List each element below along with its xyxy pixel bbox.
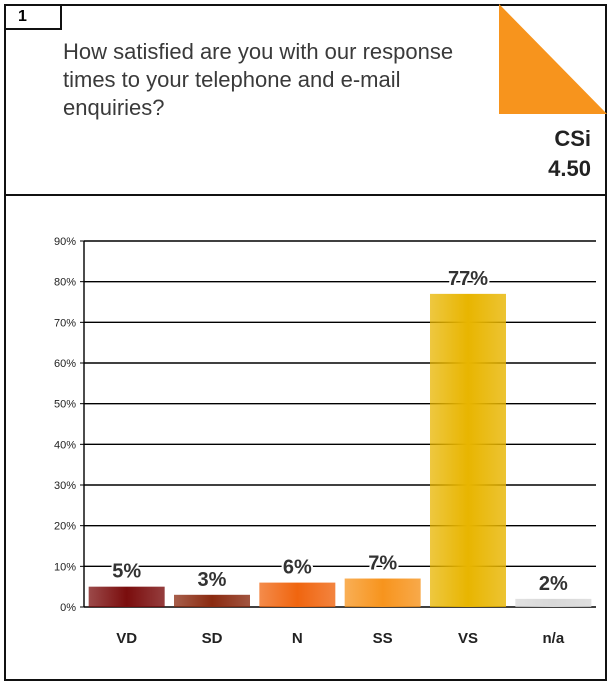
bar-na — [515, 598, 592, 607]
chart-area: 0% 10% 20% 30% 40% 50% 60% 70% 80% 90% 5% VD 3% SD 6% N… — [6, 196, 605, 681]
bars — [88, 293, 592, 607]
data-label: 6% — [283, 557, 312, 579]
y-tick-label: 10% — [54, 561, 76, 573]
y-tick-label: 20% — [54, 521, 76, 533]
x-tick-label: SD — [202, 630, 223, 647]
y-tick-label: 70% — [54, 317, 76, 329]
data-label: 77% — [448, 268, 488, 290]
labels: 0% 10% 20% 30% 40% 50% 60% 70% 80% 90% 5% VD 3% SD 6% N… — [54, 236, 570, 647]
y-tick-label: 0% — [60, 602, 76, 614]
csi-label: CSi — [554, 126, 591, 151]
y-tick-label: 90% — [54, 236, 76, 248]
x-tick-label: n/a — [542, 630, 564, 647]
question-text: How satisfied are you with our response … — [63, 39, 454, 120]
x-tick-label: VS — [458, 630, 478, 647]
question-header: 1 How satisfied are you with our respons… — [6, 4, 607, 196]
data-label: 2% — [539, 573, 568, 595]
y-tick-label: 80% — [54, 277, 76, 289]
bar-N — [259, 582, 336, 607]
x-tick-label: N — [292, 630, 303, 647]
y-tick-label: 40% — [54, 439, 76, 451]
y-tick-label: 30% — [54, 480, 76, 492]
csi-value: 4.50 — [548, 156, 591, 181]
bar-VS — [430, 293, 506, 607]
bar-SS — [344, 578, 421, 607]
csi-score: CSi 4.50 — [548, 124, 591, 184]
bar-chart: 0% 10% 20% 30% 40% 50% 60% 70% 80% 90% 5% VD 3% SD 6% N… — [54, 236, 596, 647]
data-label: 7% — [368, 553, 397, 575]
x-tick-label: SS — [373, 630, 393, 647]
x-tick-label: VD — [116, 630, 137, 647]
question-number: 1 — [6, 6, 62, 30]
bar-VD — [88, 586, 165, 607]
y-tick-label: 50% — [54, 399, 76, 411]
data-label: 5% — [112, 561, 141, 583]
data-label: 3% — [198, 569, 227, 591]
survey-card: 1 How satisfied are you with our respons… — [4, 4, 607, 681]
orange-corner-graphic — [499, 4, 607, 114]
orange-triangle — [499, 4, 607, 114]
grid — [80, 240, 596, 608]
bar-SD — [174, 594, 250, 607]
y-tick-label: 60% — [54, 358, 76, 370]
